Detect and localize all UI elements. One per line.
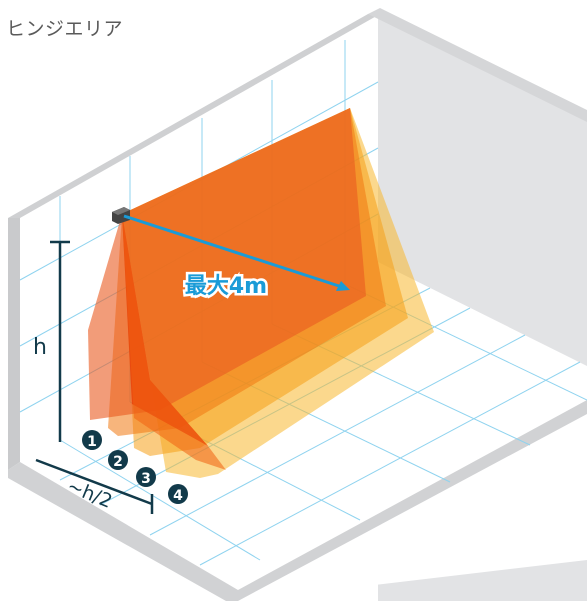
floor — [0, 262, 587, 601]
zone-badge-2: 2 — [108, 450, 128, 470]
zone-badge-3: 3 — [136, 467, 156, 487]
height-dimension — [50, 240, 70, 442]
right-wall-rim — [368, 8, 587, 122]
diagram-title: ヒンジエリア — [6, 18, 124, 40]
height-label: h — [33, 335, 47, 360]
svg-text:4: 4 — [173, 488, 183, 504]
max-range-label: 最大4m — [185, 274, 267, 299]
zone-badge-4: 4 — [168, 484, 188, 504]
zone-1-area — [88, 108, 366, 420]
sensor-icon — [112, 207, 130, 224]
zone-badge-1: 1 — [82, 430, 102, 450]
left-wall-edge — [8, 218, 20, 470]
offset-dimension — [35, 458, 154, 514]
back-wall-rim — [8, 14, 380, 218]
svg-text:1: 1 — [87, 434, 97, 450]
svg-text:2: 2 — [113, 454, 123, 470]
svg-text:3: 3 — [141, 471, 151, 487]
floor-right-edge — [238, 400, 587, 601]
max-range-arrow — [123, 214, 350, 291]
floor-front-edge — [8, 462, 238, 601]
zone-2-core — [122, 214, 226, 470]
detection-zones — [88, 108, 434, 478]
